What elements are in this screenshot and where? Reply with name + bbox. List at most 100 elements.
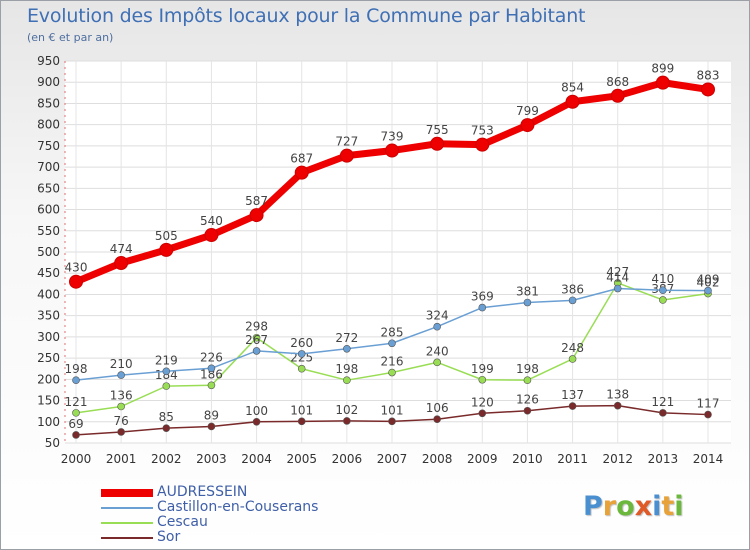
data-point bbox=[388, 339, 396, 348]
x-tick-label: 2012 bbox=[602, 452, 633, 466]
chart-subtitle: (en € et par an) bbox=[27, 31, 114, 44]
x-tick-label: 2004 bbox=[241, 452, 272, 466]
data-label: 126 bbox=[516, 393, 539, 407]
data-point bbox=[613, 401, 622, 410]
data-label: 198 bbox=[516, 362, 539, 376]
data-label: 899 bbox=[651, 62, 674, 76]
data-point bbox=[704, 286, 712, 295]
data-label: 216 bbox=[381, 355, 404, 369]
data-label: 267 bbox=[245, 333, 268, 347]
data-point bbox=[117, 402, 125, 411]
data-label: 101 bbox=[290, 403, 313, 417]
data-point bbox=[252, 347, 261, 355]
data-label: 100 bbox=[245, 404, 268, 418]
data-point bbox=[297, 364, 306, 373]
x-tick-label: 2005 bbox=[286, 452, 317, 466]
y-tick-label: 250 bbox=[37, 351, 60, 365]
y-tick-label: 50 bbox=[45, 436, 60, 450]
data-label: 427 bbox=[606, 265, 629, 279]
data-label: 117 bbox=[697, 397, 720, 411]
data-point bbox=[207, 381, 216, 390]
data-label: 410 bbox=[651, 272, 674, 286]
data-label: 121 bbox=[651, 395, 674, 409]
data-label: 285 bbox=[381, 325, 404, 339]
data-point bbox=[478, 303, 487, 312]
legend-label: Castillon-en-Couserans bbox=[157, 499, 319, 515]
data-label: 199 bbox=[471, 362, 494, 376]
data-point bbox=[252, 417, 261, 426]
data-point bbox=[523, 406, 532, 415]
data-label: 755 bbox=[426, 123, 449, 137]
data-point bbox=[520, 118, 535, 133]
logo-letter: r bbox=[602, 491, 617, 522]
data-label: 136 bbox=[110, 388, 133, 402]
y-tick-label: 400 bbox=[37, 287, 60, 301]
data-label: 69 bbox=[68, 417, 83, 431]
y-tick-label: 600 bbox=[37, 203, 60, 217]
data-label: 868 bbox=[606, 75, 629, 89]
data-point bbox=[69, 274, 83, 289]
data-point bbox=[659, 296, 667, 304]
data-label: 799 bbox=[516, 104, 539, 118]
y-tick-label: 450 bbox=[37, 266, 60, 280]
data-label: 474 bbox=[110, 242, 133, 256]
legend-swatch bbox=[101, 522, 153, 524]
logo-letter: P bbox=[583, 491, 603, 522]
chart-title: Evolution des Impôts locaux pour la Comm… bbox=[27, 5, 586, 27]
data-point bbox=[114, 256, 129, 271]
data-label: 409 bbox=[697, 273, 720, 287]
y-tick-label: 300 bbox=[37, 330, 60, 344]
data-label: 198 bbox=[335, 362, 358, 376]
data-point bbox=[297, 350, 306, 358]
data-point bbox=[659, 286, 667, 295]
legend-swatch bbox=[101, 537, 153, 539]
y-tick-label: 850 bbox=[37, 96, 60, 110]
y-tick-label: 350 bbox=[37, 309, 60, 323]
y-tick-label: 550 bbox=[37, 224, 60, 238]
data-point bbox=[701, 82, 715, 97]
data-point bbox=[207, 364, 216, 373]
proxiti-logo: Proxiti bbox=[583, 491, 684, 522]
x-tick-label: 2009 bbox=[467, 452, 498, 466]
data-point bbox=[252, 333, 261, 342]
data-point bbox=[72, 376, 80, 384]
data-label: 89 bbox=[204, 408, 219, 422]
data-point bbox=[72, 409, 80, 417]
data-point bbox=[339, 148, 354, 163]
y-tick-label: 100 bbox=[37, 415, 60, 429]
y-tick-label: 800 bbox=[37, 118, 60, 132]
data-point bbox=[388, 368, 396, 377]
legend-swatch bbox=[101, 489, 153, 497]
data-label: 138 bbox=[606, 388, 629, 402]
data-point bbox=[565, 94, 580, 109]
data-label: 854 bbox=[561, 81, 584, 95]
data-label: 101 bbox=[381, 403, 404, 417]
data-point bbox=[343, 376, 351, 384]
data-label: 402 bbox=[697, 276, 720, 290]
y-tick-label: 700 bbox=[37, 160, 60, 174]
logo-letter: t bbox=[661, 491, 675, 522]
y-tick-label: 750 bbox=[37, 139, 60, 153]
data-label: 298 bbox=[245, 320, 268, 334]
data-label: 210 bbox=[110, 357, 133, 371]
data-point bbox=[343, 417, 351, 425]
data-point bbox=[523, 376, 532, 384]
logo-letter: i bbox=[674, 491, 684, 522]
data-label: 324 bbox=[426, 309, 449, 323]
data-point bbox=[343, 344, 351, 353]
data-label: 505 bbox=[155, 229, 178, 243]
data-point bbox=[162, 367, 171, 376]
legend-label: AUDRESSEIN bbox=[157, 484, 248, 500]
data-label: 120 bbox=[471, 395, 494, 409]
data-point bbox=[568, 296, 577, 305]
y-tick-label: 650 bbox=[37, 181, 60, 195]
data-label: 106 bbox=[426, 401, 449, 415]
data-label: 121 bbox=[65, 395, 88, 409]
data-point bbox=[478, 409, 487, 418]
data-point bbox=[162, 382, 171, 390]
data-point bbox=[297, 417, 306, 426]
logo-letter: x bbox=[634, 491, 653, 522]
data-label: 414 bbox=[606, 271, 629, 285]
data-point bbox=[655, 75, 670, 90]
